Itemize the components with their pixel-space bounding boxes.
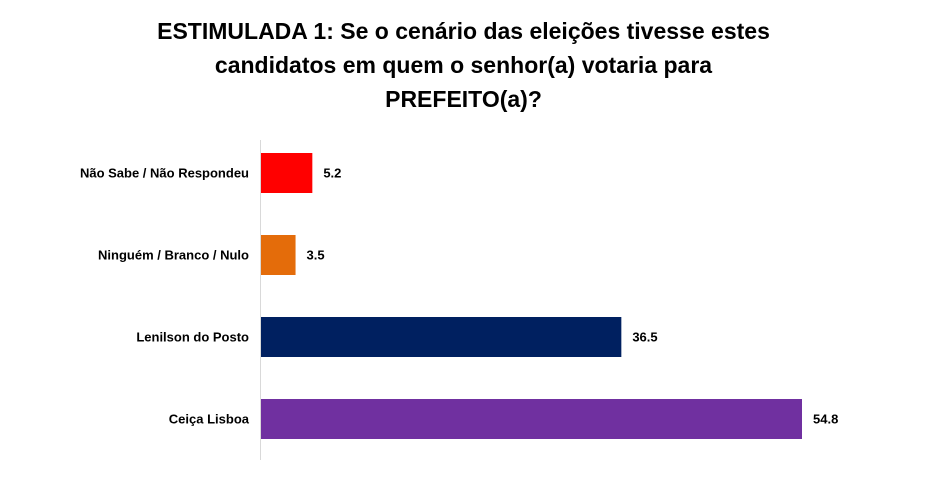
chart-title-line-2: candidatos em quem o senhor(a) votaria p… [214,52,713,78]
value-label-3: 36.5 [632,330,657,345]
value-label-2: 3.5 [307,248,325,263]
bar-3 [261,317,622,357]
bar-2 [261,235,296,275]
chart-title: ESTIMULADA 1: Se o cenário das eleições … [0,14,927,116]
bar-4 [261,399,802,439]
category-label-4: Ceiça Lisboa [169,412,250,427]
chart-title-line-1: ESTIMULADA 1: Se o cenário das eleições … [157,18,770,44]
category-label-3: Lenilson do Posto [136,330,249,345]
value-label-1: 5.2 [323,166,341,181]
value-label-4: 54.8 [813,412,838,427]
bar-1 [261,153,313,193]
bars-group: Não Sabe / Não Respondeu 5.2 Ninguém / Bra… [80,153,838,439]
category-label-2: Ninguém / Branco / Nulo [98,248,249,263]
chart-title-line-3: PREFEITO(a)? [385,86,542,112]
category-label-1: Não Sabe / Não Respondeu [80,166,249,181]
